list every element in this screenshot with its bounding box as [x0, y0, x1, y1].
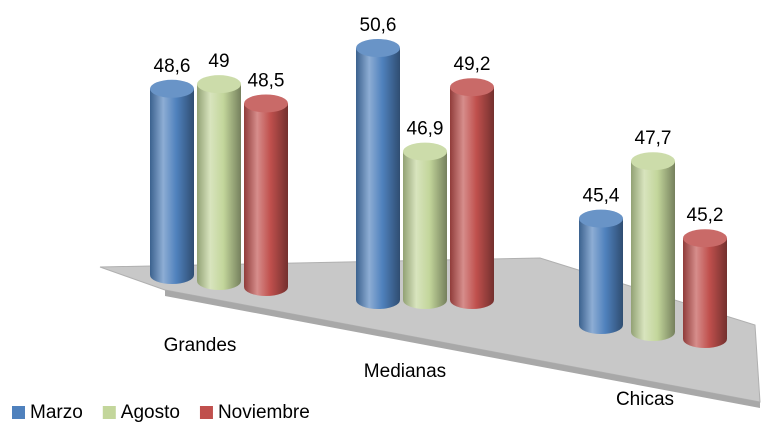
bar [403, 142, 447, 309]
data-label: 47,7 [635, 128, 672, 149]
data-label: 48,5 [248, 70, 285, 91]
category-label: Chicas [616, 389, 674, 410]
bar-top [579, 209, 623, 228]
bar-top [631, 152, 675, 171]
data-label: 48,6 [154, 56, 191, 77]
bar [356, 39, 400, 309]
bar [197, 75, 241, 290]
bar [579, 209, 623, 334]
data-label: 50,6 [360, 15, 397, 36]
legend-label: Noviembre [218, 402, 310, 423]
bar [150, 79, 194, 284]
bar-top [403, 142, 447, 161]
bar-body [631, 161, 675, 332]
bar-body [356, 48, 400, 300]
bar [683, 229, 727, 348]
bar-body [579, 218, 623, 325]
legend-swatch [102, 406, 116, 419]
legend-label: Agosto [121, 402, 180, 423]
category-label: Grandes [164, 335, 237, 356]
bar-body [450, 87, 494, 300]
floor-edge [165, 290, 760, 408]
bar-top [197, 75, 241, 94]
bar-top [683, 229, 727, 248]
bar-top [450, 78, 494, 97]
data-label: 46,9 [407, 119, 444, 140]
data-label: 49 [208, 51, 229, 72]
bar-top [356, 39, 400, 57]
bar-body [244, 103, 288, 288]
bar-body [683, 238, 727, 339]
bar-top [150, 79, 194, 98]
data-label: 49,2 [454, 54, 491, 75]
legend-swatch [199, 406, 213, 419]
bar-body [197, 84, 241, 281]
bar [244, 94, 288, 296]
bar-top [244, 94, 288, 113]
legend-swatch [12, 406, 25, 419]
bar-body [150, 88, 194, 275]
bar [450, 78, 494, 309]
data-label: 45,2 [687, 205, 724, 226]
category-label: Medianas [364, 361, 446, 382]
bar [631, 152, 675, 341]
legend-label: Marzo [30, 402, 83, 423]
data-label: 45,4 [583, 186, 620, 207]
bar-body [403, 151, 447, 300]
